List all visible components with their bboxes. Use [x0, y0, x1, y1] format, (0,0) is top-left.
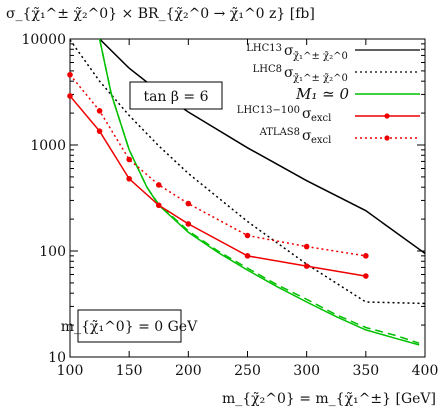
x-tick-label: 300 — [293, 363, 320, 379]
data-point-atlas8 — [363, 253, 369, 259]
mass-annotation: m_{χ̃₁^0} = 0 GeV — [61, 319, 198, 335]
data-point-lhc13100 — [303, 263, 310, 269]
series-line-atlas8 — [70, 74, 366, 257]
x-tick-label: 350 — [352, 363, 379, 379]
data-point-atlas8 — [126, 156, 132, 163]
legend-lhc8-prefix: LHC8 — [253, 64, 282, 75]
y-tick-label: 1000 — [30, 138, 66, 154]
y-tick-label: 10 — [48, 350, 66, 366]
x-tick-label: 400 — [412, 363, 439, 379]
x-axis-label: m_{χ̃₂^0} = m_{χ̃₁^±} [GeV] — [222, 391, 436, 407]
data-point-atlas8 — [303, 243, 310, 250]
y-axis-label: σ_{χ̃₁^± χ̃₂^0} × BR_{χ̃₂^0 → χ̃₁^0 z} [… — [6, 6, 315, 22]
legend-lhc13100-prefix: LHC13−100 — [237, 105, 300, 116]
series-line-m1_dashed — [98, 39, 420, 344]
data-point-lhc13100 — [185, 221, 192, 227]
data-point-atlas8 — [96, 108, 103, 114]
x-tick-label: 200 — [175, 363, 202, 379]
legend-atlas8-sigma: σ — [302, 128, 312, 144]
data-point-lhc13100 — [67, 93, 73, 99]
data-point-lhc13100 — [126, 175, 132, 182]
mass-annotation-box — [77, 309, 182, 343]
data-point-lhc13100 — [155, 202, 162, 209]
series-line-lhc13100 — [70, 95, 366, 277]
legend-lhc8-sub: χ̃₁^± χ̃₂^0 — [293, 73, 348, 84]
x-ticks: 100 150 200 250 300 350 400 — [57, 39, 439, 379]
y-tick-label: 10000 — [21, 32, 66, 48]
y-tick-label: 100 — [39, 244, 66, 260]
legend-m1-label: M₁ ≃ 0 — [295, 85, 349, 103]
data-point-lhc13100 — [96, 128, 103, 134]
legend-lhc13100-sigma: σ — [302, 106, 312, 122]
plot-frame — [69, 38, 426, 358]
legend-lhc13100-marker — [384, 113, 390, 119]
legend-atlas8-sub: excl — [311, 135, 331, 146]
x-tick-label: 150 — [116, 363, 143, 379]
legend-lhc13100-sub: excl — [311, 113, 331, 124]
legend-atlas8-prefix: ATLAS8 — [259, 127, 300, 138]
data-point-atlas8 — [185, 200, 192, 207]
data-point-atlas8 — [155, 182, 162, 188]
legend: LHC13 σ χ̃₁^± χ̃₂^0 LHC8 σ χ̃₁^± χ̃₂^0 M… — [237, 43, 420, 146]
legend-lhc13-sub: χ̃₁^± χ̃₂^0 — [293, 51, 348, 62]
series-line-lhc13 — [99, 39, 425, 255]
data-point-lhc13100 — [363, 273, 369, 279]
x-tick-label: 100 — [57, 363, 84, 379]
data-point-atlas8 — [244, 232, 251, 239]
tanbeta-box — [129, 81, 223, 110]
tanbeta-annotation: tan β = 6 — [143, 89, 208, 105]
legend-lhc13-prefix: LHC13 — [246, 43, 282, 54]
data-point-lhc13100 — [244, 253, 251, 259]
legend-atlas8-marker — [384, 135, 390, 141]
data-point-atlas8 — [67, 71, 73, 78]
series-group — [67, 39, 425, 346]
legend-lhc13-sigma: σ — [284, 43, 294, 59]
series-line-lhc8 — [70, 39, 425, 305]
legend-lhc8-sigma: σ — [284, 65, 294, 81]
x-tick-label: 250 — [234, 363, 261, 379]
